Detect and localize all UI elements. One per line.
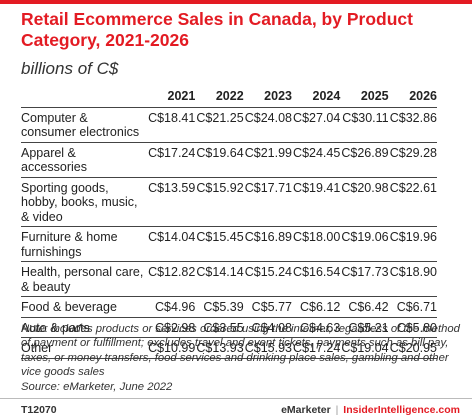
value-cell: C$18.41 xyxy=(147,107,196,143)
value-cell: C$5.39 xyxy=(195,296,244,318)
value-cell: C$19.04 xyxy=(340,337,389,359)
value-cell: C$5.21 xyxy=(340,317,389,338)
value-cell: C$20.95 xyxy=(388,337,437,359)
value-cell: C$21.25 xyxy=(195,107,244,143)
value-cell: C$21.99 xyxy=(243,142,292,178)
value-cell: C$26.89 xyxy=(340,142,389,178)
value-cell: C$6.12 xyxy=(291,296,341,318)
category-label: Apparel & accessories xyxy=(21,142,147,178)
value-cell: C$12.82 xyxy=(147,261,196,297)
chart-title: Retail Ecommerce Sales in Canada, by Pro… xyxy=(21,9,413,50)
value-cell: C$3.55 xyxy=(195,317,244,338)
value-cell: C$15.24 xyxy=(243,261,292,297)
value-cell: C$17.24 xyxy=(147,142,196,178)
table-row: Furniture & home furnishings C$14.04 C$15.… xyxy=(21,226,437,262)
value-cell: C$5.77 xyxy=(243,296,292,318)
note-text: Note: includes products or services orde… xyxy=(21,323,460,379)
value-cell: C$19.06 xyxy=(340,226,389,262)
value-cell: C$4.96 xyxy=(147,296,196,318)
value-cell: C$4.08 xyxy=(243,317,292,338)
table-row: Computer & consumer electronics C$18.41 C$… xyxy=(21,107,437,143)
year-column-header: 2024 xyxy=(291,86,341,108)
table-row: Sporting goods, hobby, books, music, & v… xyxy=(21,177,437,227)
value-cell: C$16.89 xyxy=(243,226,292,262)
year-column-header: 2022 xyxy=(195,86,244,108)
value-cell: C$22.61 xyxy=(388,177,437,227)
value-cell: C$17.24 xyxy=(291,337,341,359)
table-header-row: 2021 2022 2023 2024 2025 2026 xyxy=(21,86,437,108)
value-cell: C$18.90 xyxy=(388,261,437,297)
chart-note: Note: includes products or services orde… xyxy=(21,322,461,394)
value-cell: C$15.93 xyxy=(243,337,292,359)
value-cell: C$4.63 xyxy=(291,317,341,338)
data-table: 2021 2022 2023 2024 2025 2026 Computer & cons… xyxy=(21,86,437,359)
value-cell: C$27.04 xyxy=(291,107,341,143)
table-row: Health, personal care, & beauty C$12.82 C$… xyxy=(21,261,437,297)
year-column-header: 2023 xyxy=(243,86,292,108)
category-label: Auto & parts xyxy=(21,317,147,338)
year-column-header: 2025 xyxy=(340,86,389,108)
value-cell: C$2.98 xyxy=(147,317,196,338)
value-cell: C$14.14 xyxy=(195,261,244,297)
value-cell: C$16.54 xyxy=(291,261,341,297)
value-cell: C$24.08 xyxy=(243,107,292,143)
value-cell: C$5.80 xyxy=(388,317,437,338)
chart-code: T12070 xyxy=(21,404,57,416)
value-cell: C$32.86 xyxy=(388,107,437,143)
value-cell: C$15.45 xyxy=(195,226,244,262)
value-cell: C$19.64 xyxy=(195,142,244,178)
category-label: Computer & consumer electronics xyxy=(21,107,147,143)
table-row: Other C$10.99 C$13.93 C$15.93 C$17.24 C$19.04… xyxy=(21,337,437,359)
source-text: Source: eMarketer, June 2022 xyxy=(21,380,173,393)
category-label: Furniture & home furnishings xyxy=(21,226,147,262)
table-row: Apparel & accessories C$17.24 C$19.64 C$21.… xyxy=(21,142,437,178)
year-column-header: 2021 xyxy=(147,86,196,108)
value-cell: C$14.04 xyxy=(147,226,196,262)
category-label: Health, personal care, & beauty xyxy=(21,261,147,297)
value-cell: C$6.71 xyxy=(388,296,437,318)
value-cell: C$29.28 xyxy=(388,142,437,178)
footer-rule xyxy=(0,398,472,399)
value-cell: C$15.92 xyxy=(195,177,244,227)
value-cell: C$18.00 xyxy=(291,226,341,262)
category-label: Sporting goods, hobby, books, music, & v… xyxy=(21,177,147,227)
table-row: Food & beverage C$4.96 C$5.39 C$5.77 C$6.12 C… xyxy=(21,296,437,318)
chart-subtitle: billions of C$ xyxy=(21,59,119,78)
brand-separator: | xyxy=(335,404,339,416)
brand-insider-link[interactable]: InsiderIntelligence.com xyxy=(343,404,460,416)
category-column-header xyxy=(21,86,147,108)
value-cell: C$13.59 xyxy=(147,177,196,227)
value-cell: C$17.71 xyxy=(243,177,292,227)
value-cell: C$20.98 xyxy=(340,177,389,227)
brand-emarketer: eMarketer xyxy=(281,404,331,416)
year-column-header: 2026 xyxy=(388,86,437,108)
value-cell: C$6.42 xyxy=(340,296,389,318)
top-accent-rule xyxy=(0,0,472,4)
value-cell: C$10.99 xyxy=(147,337,196,359)
brand-footer: eMarketer | InsiderIntelligence.com xyxy=(281,404,460,416)
table-body: Computer & consumer electronics C$18.41 C$… xyxy=(21,107,437,359)
category-label: Other xyxy=(21,337,147,359)
category-label: Food & beverage xyxy=(21,296,147,318)
value-cell: C$19.96 xyxy=(388,226,437,262)
value-cell: C$24.45 xyxy=(291,142,341,178)
value-cell: C$19.41 xyxy=(291,177,341,227)
table-row: Auto & parts C$2.98 C$3.55 C$4.08 C$4.63 C$5.… xyxy=(21,317,437,338)
value-cell: C$17.73 xyxy=(340,261,389,297)
value-cell: C$30.11 xyxy=(340,107,389,143)
value-cell: C$13.93 xyxy=(195,337,244,359)
